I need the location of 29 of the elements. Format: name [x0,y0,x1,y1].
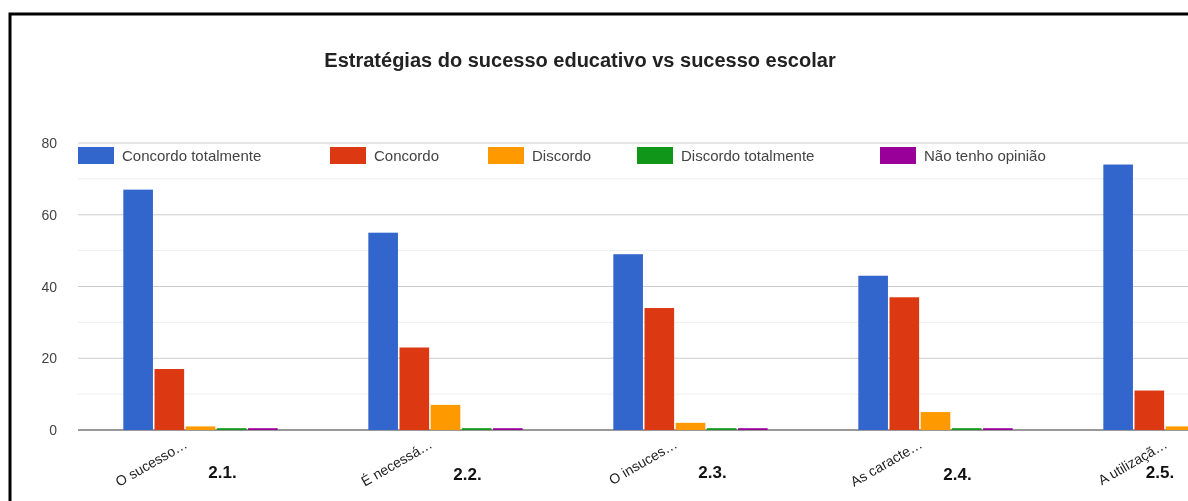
y-tick-label: 20 [41,350,58,367]
text: 2.4. [943,465,972,484]
bar [185,426,216,430]
chart-title: Estratégias do sucesso educativo vs sucesso escolar [324,49,836,71]
bar [675,422,706,430]
y-tick-label: 40 [41,278,58,295]
bar [368,232,398,430]
legend-label: Concordo [374,147,440,164]
legend-label: Discordo [532,147,592,164]
bar [430,404,461,430]
bar [1134,390,1165,430]
text: 2.1. [208,463,237,482]
bar [1103,164,1133,430]
legend-label: Não tenho opinião [924,147,1046,164]
bar [613,254,643,430]
bar [920,412,951,430]
text: 2.2. [453,465,482,484]
y-tick-label: 80 [41,135,58,151]
bar [889,297,920,430]
bar [123,189,153,430]
bar [154,369,185,430]
text: 2.3. [698,463,727,482]
legend-label: Concordo totalmente [122,147,262,164]
y-tick-label: 0 [49,422,58,438]
legend-label: Discordo totalmente [681,147,815,164]
bar [858,275,888,430]
y-tick-label: 60 [41,206,58,223]
bar [399,347,430,430]
bar [644,308,675,430]
